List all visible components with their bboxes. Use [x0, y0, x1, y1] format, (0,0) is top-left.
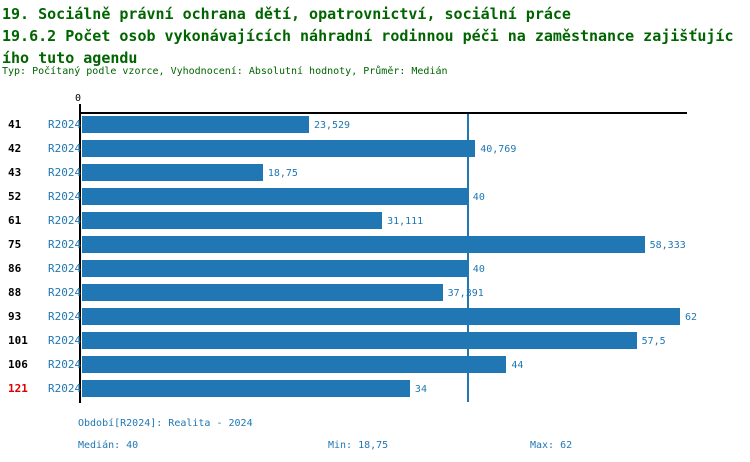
footer-max-label: Max: 62: [530, 440, 573, 451]
bar-value-label: 31,111: [387, 216, 424, 227]
report-meta-line: Typ: Počítaný podle vzorce, Vyhodnocení:…: [2, 66, 448, 77]
row-period-label: R2024: [48, 214, 82, 227]
row-id-label: 41: [8, 118, 22, 131]
chart-row: 43 R2024 18,75: [0, 164, 750, 181]
chart-row: 41 R2024 23,529: [0, 116, 750, 133]
chart-row: 86 R2024 40: [0, 260, 750, 277]
chart-row: 121 R2024 34: [0, 380, 750, 397]
chart-row: 93 R2024 62: [0, 308, 750, 325]
value-bar: [82, 308, 680, 325]
value-bar: [82, 236, 645, 253]
value-bar: [82, 284, 443, 301]
x-axis-line: [79, 112, 687, 114]
chart-row: 88 R2024 37,391: [0, 284, 750, 301]
row-period-label: R2024: [48, 334, 82, 347]
value-bar: [82, 140, 476, 157]
value-bar: [82, 380, 410, 397]
footer-period-label: Období[R2024]: Realita - 2024: [78, 418, 253, 429]
axis-origin-label: 0: [74, 93, 82, 104]
bar-value-label: 40: [472, 264, 485, 275]
row-period-label: R2024: [48, 262, 82, 275]
row-period-label: R2024: [48, 118, 82, 131]
footer-min-label: Min: 18,75: [328, 440, 389, 451]
row-id-label: 61: [8, 214, 22, 227]
row-id-label: 121: [8, 382, 28, 395]
row-id-label: 43: [8, 166, 22, 179]
value-bar: [82, 164, 263, 181]
row-id-label: 106: [8, 358, 28, 371]
bar-value-label: 58,333: [649, 240, 686, 251]
row-period-label: R2024: [48, 310, 82, 323]
chart-row: 42 R2024 40,769: [0, 140, 750, 157]
value-bar: [82, 356, 507, 373]
chart-row: 52 R2024 40: [0, 188, 750, 205]
y-axis-line: [79, 104, 81, 403]
chart-footer: Období[R2024]: Realita - 2024 Medián: 40…: [0, 410, 750, 462]
chart-row: 101 R2024 57,5: [0, 332, 750, 349]
value-bar: [82, 116, 309, 133]
bar-value-label: 57,5: [641, 336, 666, 347]
row-period-label: R2024: [48, 166, 82, 179]
value-bar: [82, 188, 468, 205]
bar-value-label: 37,391: [447, 288, 484, 299]
row-period-label: R2024: [48, 190, 82, 203]
bar-chart: 0 41 R2024 23,529 42 R2024 40,769 43 R2024 18,75…: [0, 90, 750, 410]
bar-value-label: 23,529: [313, 120, 351, 131]
report-title-line-2: 19.6.2 Počet osob vykonávajících náhradn…: [2, 27, 734, 45]
row-period-label: R2024: [48, 382, 82, 395]
bar-value-label: 34: [414, 384, 427, 395]
footer-median-label: Medián: 40: [78, 440, 139, 451]
value-bar: [82, 212, 383, 229]
row-period-label: R2024: [48, 286, 82, 299]
median-line: [467, 114, 469, 402]
bar-value-label: 40: [472, 192, 485, 203]
row-id-label: 86: [8, 262, 22, 275]
bar-value-label: 44: [511, 360, 524, 371]
value-bar: [82, 332, 637, 349]
row-period-label: R2024: [48, 358, 82, 371]
chart-row: 61 R2024 31,111: [0, 212, 750, 229]
row-id-label: 52: [8, 190, 22, 203]
report-title-line-1: 19. Sociálně právní ochrana dětí, opatro…: [2, 5, 571, 23]
value-bar: [82, 260, 468, 277]
bar-value-label: 18,75: [267, 168, 298, 179]
row-id-label: 88: [8, 286, 22, 299]
chart-row: 106 R2024 44: [0, 356, 750, 373]
row-period-label: R2024: [48, 238, 82, 251]
bar-value-label: 62: [685, 312, 698, 323]
row-id-label: 75: [8, 238, 22, 251]
bar-value-label: 40,769: [480, 144, 517, 155]
report-title-line-3: ího tuto agendu: [2, 49, 138, 67]
chart-row: 75 R2024 58,333: [0, 236, 750, 253]
row-period-label: R2024: [48, 142, 82, 155]
row-id-label: 93: [8, 310, 22, 323]
row-id-label: 101: [8, 334, 28, 347]
row-id-label: 42: [8, 142, 22, 155]
